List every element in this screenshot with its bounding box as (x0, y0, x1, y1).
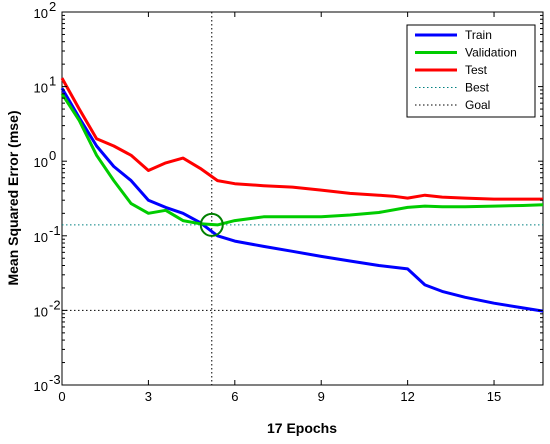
series-lines (60, 77, 544, 313)
legend: Train Validation Test Best Goal (406, 24, 536, 118)
series-line-test (60, 77, 543, 201)
y-tick-label: 10 (34, 6, 48, 21)
y-tick-exponent: 2 (49, 0, 56, 14)
x-tick-label: 0 (58, 389, 65, 404)
legend-label-best: Best (465, 81, 490, 95)
x-tick-label: 3 (145, 389, 152, 404)
y-tick-label: 10 (34, 379, 48, 394)
x-tick-label: 6 (231, 389, 238, 404)
series-line-validation (60, 92, 544, 227)
y-tick-exponent: -3 (49, 372, 61, 387)
y-tick-label: 10 (34, 81, 48, 96)
y-tick-label: 10 (34, 304, 48, 319)
legend-label-train: Train (465, 28, 492, 42)
x-axis-title: 17 Epochs (267, 420, 337, 436)
best-marker-circle (199, 212, 224, 237)
y-tick-exponent: 1 (49, 74, 56, 89)
best-marker-group (199, 212, 224, 237)
legend-label-goal: Goal (465, 98, 490, 112)
series-line-train (60, 87, 544, 313)
y-tick-exponent: 0 (49, 148, 56, 163)
x-tick-label: 15 (487, 389, 501, 404)
y-axis-title: Mean Squared Error (mse) (5, 110, 21, 285)
y-tick-exponent: -1 (49, 223, 61, 238)
y-tick-exponent: -2 (49, 297, 61, 312)
legend-label-test: Test (465, 63, 488, 77)
y-tick-label: 10 (34, 155, 48, 170)
legend-label-validation: Validation (465, 46, 517, 60)
reference-lines (62, 12, 543, 385)
x-tick-label: 12 (400, 389, 414, 404)
y-tick-label: 10 (34, 230, 48, 245)
x-axis-ticks: 0 3 6 9 12 15 (58, 12, 501, 404)
x-tick-label: 9 (318, 389, 325, 404)
